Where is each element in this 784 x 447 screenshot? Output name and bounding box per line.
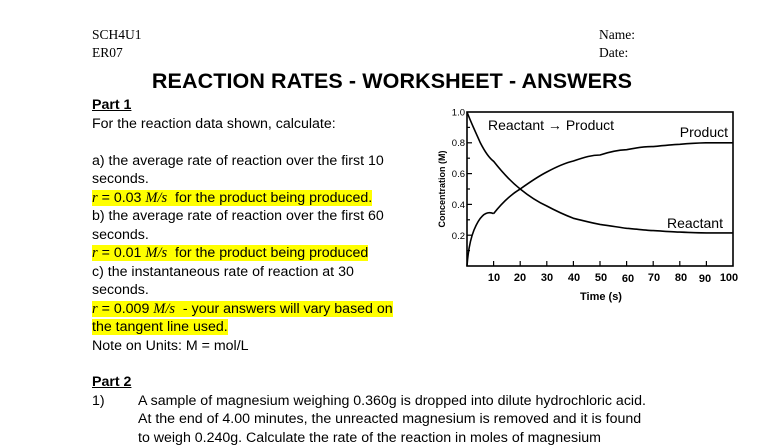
question-b-prompt-cont: seconds.	[92, 226, 427, 245]
y-axis-label: Concentration (M)	[437, 151, 447, 228]
question-number: 1)	[92, 392, 138, 447]
x-axis-label: Time (s)	[580, 291, 622, 303]
svg-text:80: 80	[675, 272, 687, 284]
concentration-time-chart: 1.0 0.8 0.6 0.4 0.2 10 20 30 40 50 60 70…	[430, 100, 750, 310]
svg-text:30: 30	[541, 272, 553, 284]
question-c-answer: r = 0.009 M/s - your answers will vary b…	[92, 300, 427, 319]
question-a-answer: r = 0.03 M/s for the product being produ…	[92, 189, 427, 208]
svg-text:40: 40	[568, 272, 580, 284]
svg-text:10: 10	[488, 272, 500, 284]
date-label: Date:	[599, 45, 628, 61]
part1-section: Part 1 For the reaction data shown, calc…	[92, 96, 427, 355]
y-tick-0.2: 0.2	[452, 231, 465, 242]
product-curve-label: Product	[680, 124, 728, 140]
question-b-prompt: b) the average rate of reaction over the…	[92, 207, 427, 226]
question-c-prompt-cont: seconds.	[92, 281, 427, 300]
svg-text:50: 50	[595, 272, 607, 284]
part1-heading: Part 1	[92, 97, 131, 113]
document-code: ER07	[92, 45, 123, 61]
svg-text:60: 60	[622, 273, 634, 285]
y-tick-0.6: 0.6	[452, 169, 465, 180]
reactant-curve-label: Reactant	[667, 215, 723, 231]
svg-text:100: 100	[720, 272, 738, 284]
question-text-line: A sample of magnesium weighing 0.360g is…	[138, 392, 646, 411]
question-c-answer-cont: the tangent line used.	[92, 318, 427, 337]
page-title: REACTION RATES - WORKSHEET - ANSWERS	[0, 69, 784, 94]
question-a-prompt: a) the average rate of reaction over the…	[92, 152, 427, 171]
course-code: SCH4U1	[92, 27, 142, 43]
svg-text:20: 20	[514, 272, 526, 284]
y-tick-labels: 1.0 0.8 0.6 0.4 0.2	[452, 108, 465, 243]
y-tick-0.4: 0.4	[452, 200, 465, 211]
part2-question-1: 1) A sample of magnesium weighing 0.360g…	[92, 392, 732, 447]
part2-heading: Part 2	[92, 374, 131, 390]
x-tick-labels: 10 20 30 40 50 60 70 80 90 100	[488, 272, 738, 285]
chart-title: Reactant → Product	[488, 117, 614, 133]
svg-text:90: 90	[699, 273, 711, 285]
question-text-line: At the end of 4.00 minutes, the unreacte…	[138, 410, 646, 429]
question-c-prompt: c) the instantaneous rate of reaction at…	[92, 263, 427, 282]
name-label: Name:	[599, 27, 635, 43]
y-tick-0.8: 0.8	[452, 138, 465, 149]
product-curve	[467, 143, 733, 266]
y-tick-1.0: 1.0	[452, 108, 465, 119]
units-note: Note on Units: M = mol/L	[92, 337, 427, 356]
question-text-line: to weigh 0.240g. Calculate the rate of t…	[138, 429, 646, 447]
part2-section: Part 2 1) A sample of magnesium weighing…	[92, 373, 732, 447]
part1-intro: For the reaction data shown, calculate:	[92, 115, 427, 134]
question-b-answer: r = 0.01 M/s for the product being produ…	[92, 244, 427, 263]
question-a-prompt-cont: seconds.	[92, 170, 427, 189]
svg-text:70: 70	[648, 272, 660, 284]
